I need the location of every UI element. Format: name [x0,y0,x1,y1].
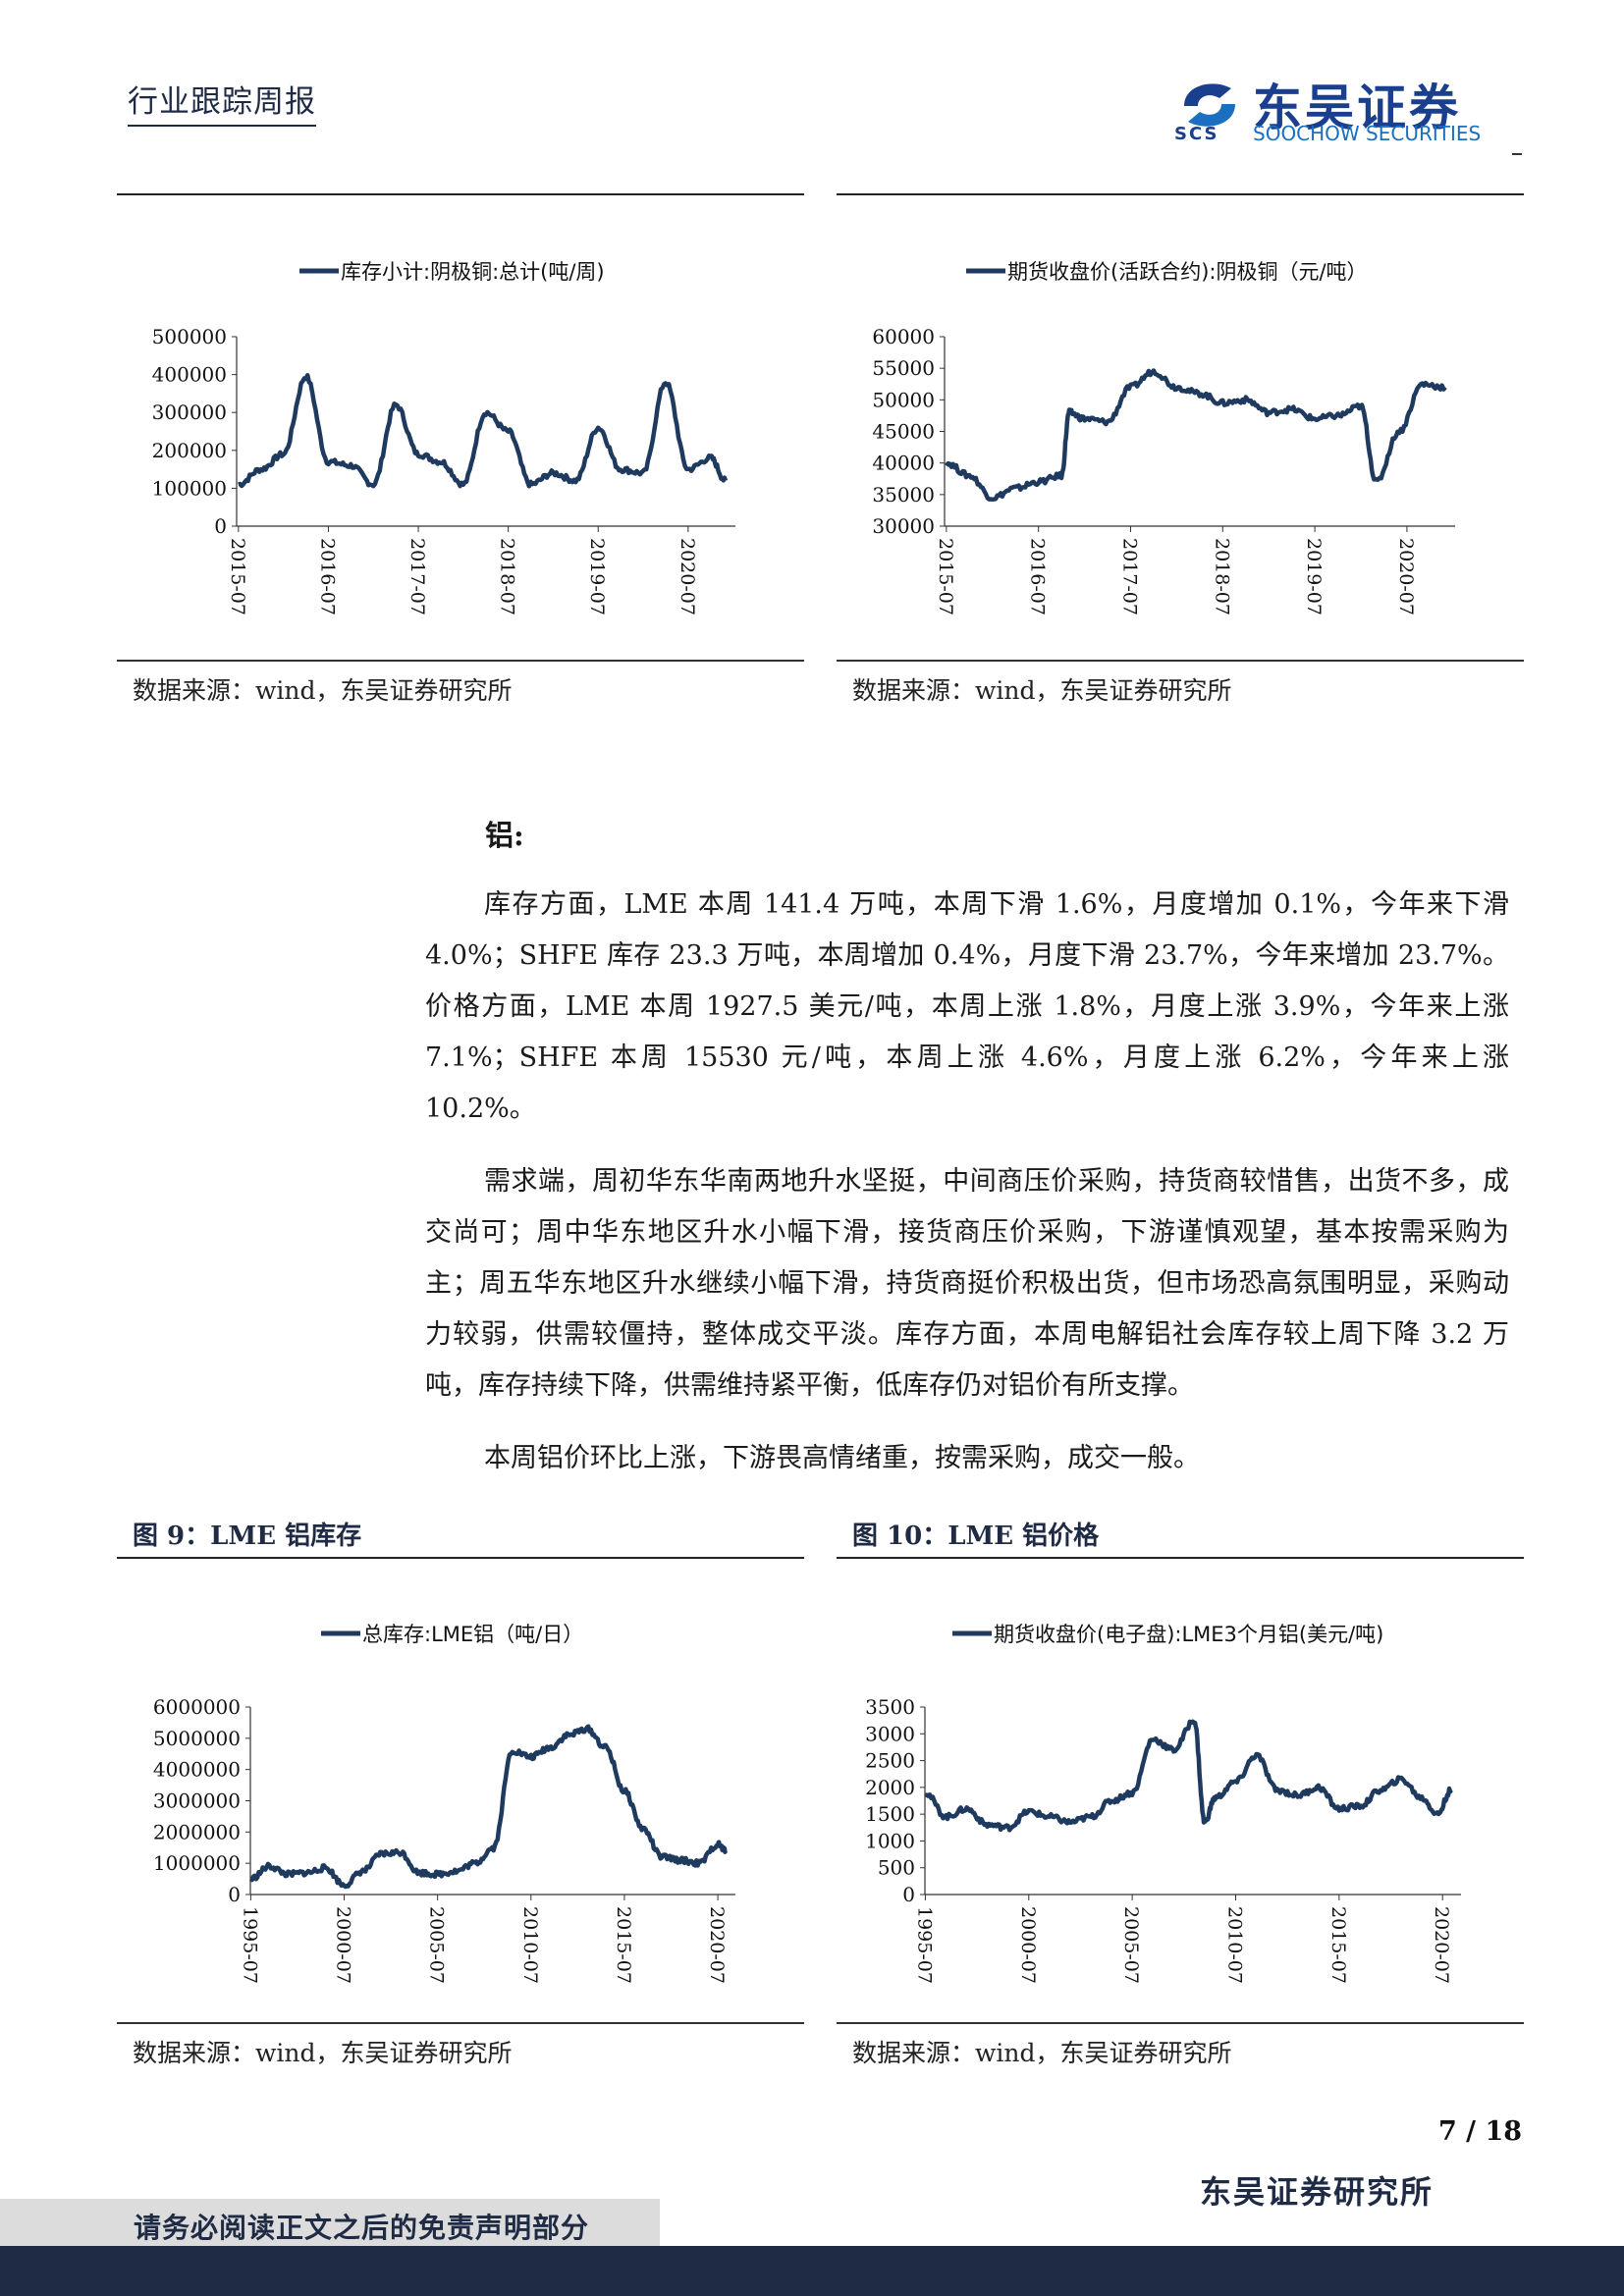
x-tick-label: 2016-07 [1027,538,1049,615]
logo-text-en: SOOCHOW SECURITIES [1253,122,1482,145]
x-tick-label: 2018-07 [1211,538,1232,615]
x-tick-label: 1995-07 [239,1906,260,1984]
disclaimer-note: 请务必阅读正文之后的免责声明部分 [134,2212,590,2244]
legend: 期货收盘价(活跃合约):阴极铜（元/吨） [966,260,1368,284]
y-tick-label: 60000 [872,325,935,348]
y-tick-label: 1000000 [153,1851,241,1875]
page-number: 7 / 18 [1438,2116,1523,2147]
x-tick-label: 2017-07 [1118,538,1140,615]
y-tick-label: 2000 [865,1776,915,1799]
logo-abbr: SCS [1174,124,1219,144]
x-tick-label: 2015-07 [1327,1906,1349,1984]
y-tick-label: 200000 [152,439,227,462]
y-tick-label: 400000 [152,363,227,387]
series-line [924,1719,1453,1833]
y-tick-label: 6000000 [153,1695,241,1719]
section-body: 库存方面，LME 本周 141.4 万吨，本周下滑 1.6%，月度增加 0.1%… [425,880,1509,1506]
y-tick-label: 0 [228,1883,241,1906]
y-tick-label: 300000 [152,400,227,424]
y-tick-label: 100000 [152,476,227,500]
panel-rule-bottom-right [837,2022,1524,2024]
y-tick-label: 45000 [872,420,935,444]
panel-rule-top-right [837,193,1524,195]
legend-label: 期货收盘价(活跃合约):阴极铜（元/吨） [1007,260,1368,284]
panel-rule-top-left [117,193,804,195]
chart-lme-aluminum-price: 期货收盘价(电子盘):LME3个月铝(美元/吨) 3500 3000 2500 2000… [865,1623,1461,1984]
y-tick-label: 3000000 [153,1789,241,1813]
footer-org: 东吴证券研究所 [1200,2173,1435,2211]
x-tick-label: 2019-07 [1303,538,1325,615]
y-tick-label: 35000 [872,483,935,507]
y-tick-label: 40000 [872,452,935,475]
panel-rule-mid-right [837,660,1524,662]
legend-label: 总库存:LME铝（吨/日） [362,1623,583,1646]
y-tick-label: 5000000 [153,1727,241,1750]
series-line [238,372,729,489]
x-tick-label: 2017-07 [406,538,428,615]
header-tick [1512,153,1522,155]
x-tick-label: 2015-07 [227,538,248,615]
footer-bar [0,2246,1624,2296]
x-tick-label: 2020-07 [706,1906,728,1984]
legend-label: 库存小计:阴极铜:总计(吨/周) [341,260,605,284]
section-heading: 铝: [485,819,524,852]
chart-copper-inventory: 库存小计:阴极铜:总计(吨/周) 500000 400000 300000 200000… [152,260,735,615]
y-tick-label: 2000000 [153,1820,241,1843]
y-tick-label: 3000 [865,1722,915,1745]
x-tick-label: 2018-07 [497,538,518,615]
panel-rule-fig9 [117,1557,804,1559]
source-note-2: 数据来源：wind，东吴证券研究所 [852,676,1232,705]
figure-9-title: 图 9：LME 铝库存 [133,1522,362,1551]
paragraph: 库存方面，LME 本周 141.4 万吨，本周下滑 1.6%，月度增加 0.1%… [425,889,1509,1124]
y-tick-label: 30000 [872,514,935,538]
y-tick-label: 0 [214,514,227,538]
x-tick-label: 2000-07 [333,1906,354,1984]
legend-label: 期货收盘价(电子盘):LME3个月铝(美元/吨) [994,1623,1383,1646]
x-tick-label: 1995-07 [913,1906,935,1984]
y-tick-label: 50000 [872,388,935,411]
x-tick-label: 2005-07 [426,1906,448,1984]
source-note-1: 数据来源：wind，东吴证券研究所 [133,676,513,705]
y-tick-label: 500000 [152,325,227,348]
y-tick-label: 1000 [865,1829,915,1852]
source-note-3: 数据来源：wind，东吴证券研究所 [133,2039,513,2067]
x-tick-label: 2019-07 [586,538,608,615]
x-tick-label: 2016-07 [316,538,338,615]
x-tick-label: 2005-07 [1120,1906,1142,1984]
x-tick-label: 2015-07 [935,538,956,615]
chart-lme-aluminum-inventory: 总库存:LME铝（吨/日） 6000000 5000000 4000000 300000… [153,1623,735,1984]
y-tick-label: 500 [878,1856,915,1880]
report-type: 行业跟踪周报 [128,77,316,127]
x-tick-label: 2015-07 [613,1906,634,1984]
y-tick-label: 3500 [865,1695,915,1719]
legend: 期货收盘价(电子盘):LME3个月铝(美元/吨) [952,1623,1383,1646]
panel-rule-mid-left [117,660,804,662]
x-tick-label: 2010-07 [1224,1906,1246,1984]
panel-rule-fig10 [837,1557,1524,1559]
company-logo [1174,69,1498,147]
y-tick-label: 55000 [872,356,935,380]
x-tick-label: 2010-07 [519,1906,541,1984]
x-tick-label: 2000-07 [1017,1906,1039,1984]
source-note-4: 数据来源：wind，东吴证券研究所 [852,2039,1232,2067]
chart-copper-price: 期货收盘价(活跃合约):阴极铜（元/吨） 60000 55000 50000 45000… [872,260,1455,615]
y-tick-label: 1500 [865,1802,915,1826]
series-line [248,1724,729,1890]
x-tick-label: 2020-07 [677,538,698,615]
x-tick-label: 2020-07 [1395,538,1417,615]
logo-text-cn: 东吴证券 [1253,80,1461,136]
panel-rule-bottom-left [117,2022,804,2024]
figure-10-title: 图 10：LME 铝价格 [852,1522,1100,1551]
y-tick-label: 0 [902,1883,915,1906]
y-tick-label: 2500 [865,1749,915,1773]
y-tick-label: 4000000 [153,1758,241,1782]
x-tick-label: 2020-07 [1431,1906,1452,1984]
logo-mark-icon [1184,83,1235,127]
series-line [945,368,1447,503]
paragraph: 本周铝价环比上涨，下游畏高情绪重，按需采购，成交一般。 [484,1443,1200,1473]
legend: 总库存:LME铝（吨/日） [321,1623,583,1646]
legend: 库存小计:阴极铜:总计(吨/周) [299,260,605,284]
paragraph: 需求端，周初华东华南两地升水坚挺，中间商压价采购，持货商较惜售，出货不多，成交尚… [425,1166,1509,1401]
